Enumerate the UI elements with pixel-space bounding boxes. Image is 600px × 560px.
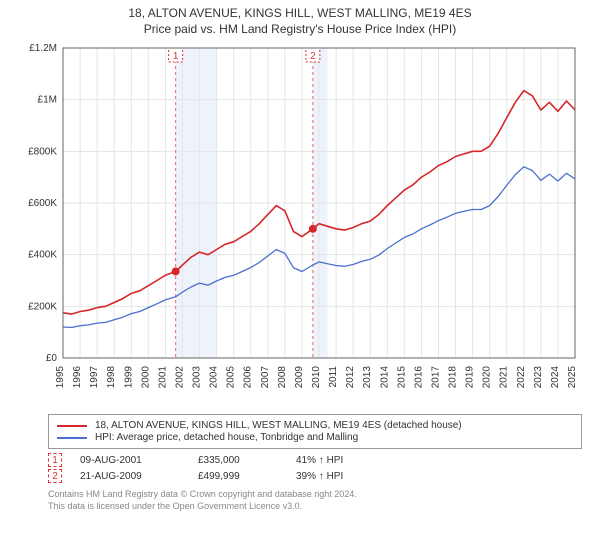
chart-container: £0 £200K £400K £600K £800K £1M £1.2M 1995 1996 19… [15,38,585,408]
title-line1: 18, ALTON AVENUE, KINGS HILL, WEST MALLI… [0,6,600,20]
svg-text:2011: 2011 [328,366,339,388]
legend-swatch [57,437,87,439]
svg-text:1995: 1995 [55,366,66,389]
svg-text:2002: 2002 [174,366,185,389]
svg-text:2020: 2020 [482,366,493,389]
legend-label: 18, ALTON AVENUE, KINGS HILL, WEST MALLI… [95,420,462,431]
svg-text:2018: 2018 [448,366,459,389]
svg-text:2013: 2013 [362,366,373,389]
svg-text:2003: 2003 [192,366,203,389]
svg-text:2012: 2012 [345,366,356,389]
svg-text:2019: 2019 [465,366,476,389]
svg-text:£1.2M: £1.2M [29,43,57,54]
legend-item: HPI: Average price, detached house, Tonb… [57,432,573,443]
svg-text:1999: 1999 [123,366,134,389]
svg-text:2021: 2021 [499,366,510,389]
svg-text:2025: 2025 [567,366,578,389]
svg-text:2023: 2023 [533,366,544,389]
svg-text:2024: 2024 [550,366,561,389]
sale-marker-icon: 2 [48,469,62,483]
svg-text:2017: 2017 [430,366,441,389]
svg-text:2000: 2000 [140,366,151,389]
svg-text:2007: 2007 [260,366,271,389]
svg-text:2014: 2014 [379,366,390,389]
svg-text:1998: 1998 [106,366,117,389]
svg-text:2022: 2022 [516,366,527,389]
sales-row: 2 21-AUG-2009 £499,999 39% ↑ HPI [48,469,582,483]
svg-text:£1M: £1M [38,95,57,106]
footer-line1: Contains HM Land Registry data © Crown c… [48,489,582,501]
svg-text:2006: 2006 [243,366,254,389]
svg-text:2010: 2010 [311,366,322,389]
sale-date: 21-AUG-2009 [80,471,180,482]
svg-text:2009: 2009 [294,366,305,389]
price-chart: £0 £200K £400K £600K £800K £1M £1.2M 1995 1996 19… [15,38,585,408]
sale-marker-icon: 1 [48,453,62,467]
svg-text:2: 2 [310,51,316,62]
legend: 18, ALTON AVENUE, KINGS HILL, WEST MALLI… [48,414,582,449]
svg-text:1: 1 [173,51,179,62]
svg-text:£800K: £800K [28,146,57,157]
sales-table: 1 09-AUG-2001 £335,000 41% ↑ HPI 2 21-AU… [48,453,582,483]
sale-date: 09-AUG-2001 [80,455,180,466]
svg-text:2005: 2005 [226,366,237,389]
legend-swatch [57,425,87,427]
svg-text:2008: 2008 [277,366,288,389]
sale-price: £335,000 [198,455,278,466]
sale-hpi-delta: 41% ↑ HPI [296,455,376,466]
svg-text:1997: 1997 [89,366,100,389]
svg-text:2015: 2015 [396,366,407,389]
svg-text:2004: 2004 [209,366,220,389]
legend-item: 18, ALTON AVENUE, KINGS HILL, WEST MALLI… [57,420,573,431]
svg-text:£0: £0 [46,353,58,364]
svg-text:£600K: £600K [28,198,57,209]
footer-line2: This data is licensed under the Open Gov… [48,501,582,513]
svg-text:2001: 2001 [157,366,168,389]
svg-text:2016: 2016 [413,366,424,389]
sales-row: 1 09-AUG-2001 £335,000 41% ↑ HPI [48,453,582,467]
svg-text:£200K: £200K [28,301,57,312]
svg-text:£400K: £400K [28,250,57,261]
title-line2: Price paid vs. HM Land Registry's House … [0,22,600,36]
legend-label: HPI: Average price, detached house, Tonb… [95,432,358,443]
sale-hpi-delta: 39% ↑ HPI [296,471,376,482]
chart-title-block: 18, ALTON AVENUE, KINGS HILL, WEST MALLI… [0,0,600,38]
sale-price: £499,999 [198,471,278,482]
footer-attribution: Contains HM Land Registry data © Crown c… [48,489,582,512]
svg-text:1996: 1996 [72,366,83,389]
